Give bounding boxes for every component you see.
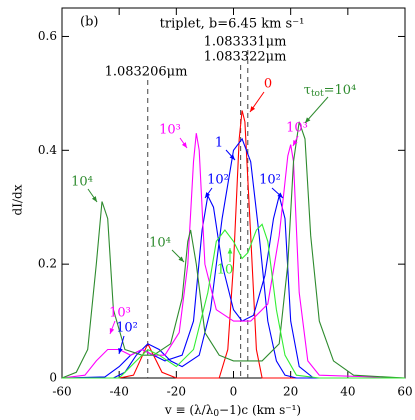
annotation: 10⁴ bbox=[149, 236, 171, 251]
chart-title: triplet, b=6.45 km s⁻¹ bbox=[160, 17, 305, 32]
y-tick-label: 0.2 bbox=[38, 257, 57, 271]
annotation: 1 bbox=[215, 136, 223, 151]
annotation-arrow bbox=[304, 96, 329, 124]
x-axis-label: v ≡ (λ/λ0−1)c (km s⁻¹) bbox=[164, 403, 301, 419]
annotation: 10 bbox=[217, 263, 234, 278]
arrow-head bbox=[178, 256, 184, 262]
series-line bbox=[61, 194, 405, 379]
annotation-part: τ bbox=[304, 83, 311, 98]
annotation: 10² bbox=[207, 173, 229, 188]
x-tick-label: -20 bbox=[167, 385, 186, 399]
arrow-head bbox=[277, 192, 283, 198]
annotation: 10² bbox=[116, 321, 138, 336]
reference-label: 1.083331μm bbox=[204, 35, 287, 50]
annotation: 10² bbox=[259, 173, 281, 188]
series-line bbox=[62, 223, 405, 379]
annotation: 10⁴ bbox=[71, 175, 93, 190]
annotation-part: =10⁴ bbox=[324, 83, 357, 98]
arrow-head bbox=[118, 348, 123, 354]
arrow-head bbox=[293, 140, 298, 146]
arrow-head bbox=[91, 196, 97, 202]
arrow-head bbox=[250, 106, 256, 112]
annotation: τtot=10⁴ bbox=[304, 83, 357, 99]
arrow-head bbox=[181, 142, 187, 148]
reference-label: 1.083322μm bbox=[204, 50, 287, 65]
y-tick-label: 0 bbox=[49, 371, 57, 385]
x-label-part: −1)c (km s⁻¹) bbox=[219, 403, 301, 417]
annotation: 10³ bbox=[159, 123, 181, 138]
annotation-sub: tot bbox=[311, 89, 324, 99]
annotation: 0 bbox=[264, 77, 272, 92]
series-line bbox=[62, 137, 405, 379]
series-line bbox=[62, 110, 405, 379]
arrow-head bbox=[227, 248, 233, 254]
arrow-head bbox=[229, 154, 235, 160]
x-tick-label: -40 bbox=[110, 385, 129, 399]
x-tick-label: 40 bbox=[340, 385, 355, 399]
y-axis-label: dI/dx bbox=[11, 184, 25, 215]
arrow-head bbox=[305, 117, 311, 123]
annotation: 10³ bbox=[109, 306, 131, 321]
x-label-part: v ≡ (λ/λ bbox=[164, 403, 214, 417]
arrow-head bbox=[109, 328, 115, 334]
x-tick-label: -60 bbox=[52, 385, 71, 399]
x-tick-label: 20 bbox=[283, 385, 298, 399]
annotation: 10³ bbox=[286, 121, 308, 136]
y-tick-label: 0.4 bbox=[38, 143, 57, 157]
series-line bbox=[61, 133, 406, 379]
x-tick-label: 0 bbox=[230, 385, 238, 399]
y-tick-label: 0.6 bbox=[38, 29, 57, 43]
x-tick-label: 60 bbox=[397, 385, 412, 399]
panel-label: (b) bbox=[80, 15, 98, 30]
arrow-head bbox=[205, 192, 211, 198]
x-label-sub: 0 bbox=[213, 409, 219, 419]
reference-label: 1.083206μm bbox=[105, 65, 188, 80]
series-line bbox=[61, 121, 406, 379]
